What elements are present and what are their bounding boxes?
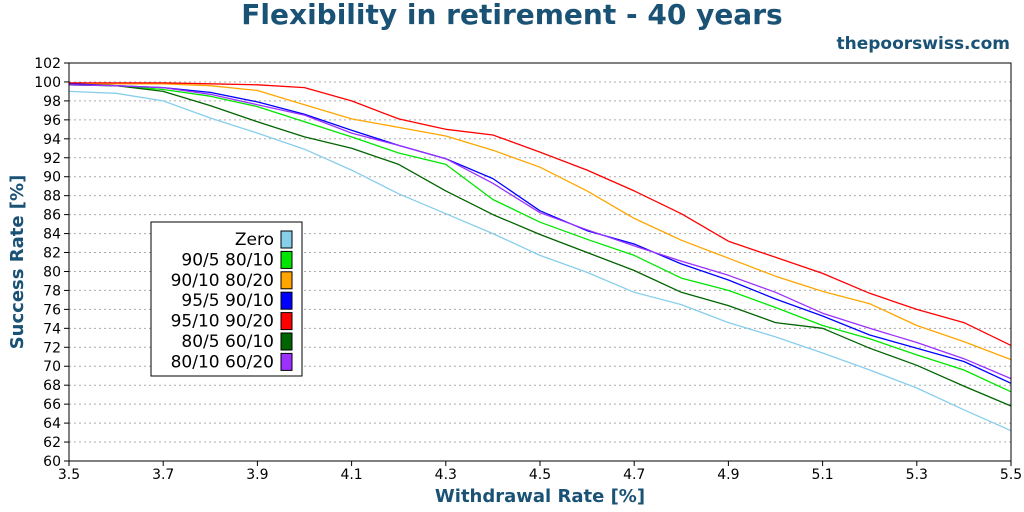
legend-label: 95/5 90/10 <box>181 291 274 311</box>
legend-swatch <box>280 271 293 290</box>
y-tick-label: 78 <box>43 283 61 299</box>
y-tick-label: 88 <box>43 189 61 205</box>
series-line-2 <box>69 83 1012 361</box>
y-tick-label: 94 <box>43 132 61 148</box>
y-tick-label: 96 <box>43 113 61 129</box>
y-tick-label: 64 <box>43 416 61 432</box>
legend-swatch <box>280 230 293 249</box>
x-tick-label: 4.7 <box>623 467 645 483</box>
x-tick-label: 3.7 <box>152 467 174 483</box>
x-tick-label: 4.5 <box>529 467 551 483</box>
x-tick-label: 5.5 <box>1000 467 1022 483</box>
legend-label: 90/5 80/10 <box>181 250 274 270</box>
legend-swatch <box>280 312 293 331</box>
y-tick-label: 72 <box>43 340 61 356</box>
legend-swatch <box>280 352 293 371</box>
legend-label: 80/5 60/10 <box>181 332 274 352</box>
legend-label: Zero <box>235 230 274 250</box>
y-axis-title: Success Rate [%] <box>7 175 28 350</box>
series-line-1 <box>68 84 1012 393</box>
y-tick-label: 66 <box>43 397 61 413</box>
y-tick-label: 100 <box>34 75 61 91</box>
y-tick-label: 62 <box>43 435 61 451</box>
legend-label: 90/10 80/20 <box>171 271 274 291</box>
y-tick-label: 74 <box>43 321 61 337</box>
y-tick-label: 76 <box>43 302 61 318</box>
y-tick-label: 90 <box>43 170 61 186</box>
series-line-0 <box>68 90 1012 432</box>
y-tick-label: 70 <box>43 359 61 375</box>
chart-title: Flexibility in retirement - 40 years <box>241 0 783 31</box>
series-line-3 <box>68 83 1012 384</box>
y-tick-label: 84 <box>43 227 61 243</box>
legend-swatch <box>280 332 293 351</box>
legend-box <box>150 221 303 377</box>
x-tick-label: 3.5 <box>58 467 80 483</box>
x-tick-label: 4.9 <box>717 467 739 483</box>
x-tick-label: 4.1 <box>340 467 362 483</box>
y-tick-label: 86 <box>43 208 61 224</box>
y-tick-label: 80 <box>43 264 61 280</box>
series-layer <box>68 82 1012 432</box>
source-label: thepoorswiss.com <box>836 34 1011 54</box>
y-tick-label: 68 <box>43 378 61 394</box>
legend-swatch <box>280 250 293 269</box>
x-tick-label: 3.9 <box>246 467 268 483</box>
y-tick-label: 98 <box>43 94 61 110</box>
legend-label: 80/10 60/20 <box>171 352 274 372</box>
series-line-6 <box>68 84 1012 380</box>
y-tick-label: 92 <box>43 151 61 167</box>
legend-swatch <box>280 291 293 310</box>
y-tick-label: 102 <box>34 56 61 72</box>
axis-ticks: 60 62 64 66 68 70 72 74 76 78 80 82 84 86 88 90 92 94 96 98… <box>34 56 1022 483</box>
y-tick-label: 82 <box>43 246 61 262</box>
series-line-4 <box>69 82 1012 346</box>
x-tick-label: 5.3 <box>906 467 928 483</box>
x-tick-label: 5.1 <box>811 467 833 483</box>
x-tick-label: 4.3 <box>435 467 457 483</box>
series-line-5 <box>68 84 1012 407</box>
x-axis-title: Withdrawal Rate [%] <box>435 486 645 507</box>
y-tick-label: 60 <box>43 454 61 470</box>
legend-label: 95/10 90/20 <box>171 312 274 332</box>
